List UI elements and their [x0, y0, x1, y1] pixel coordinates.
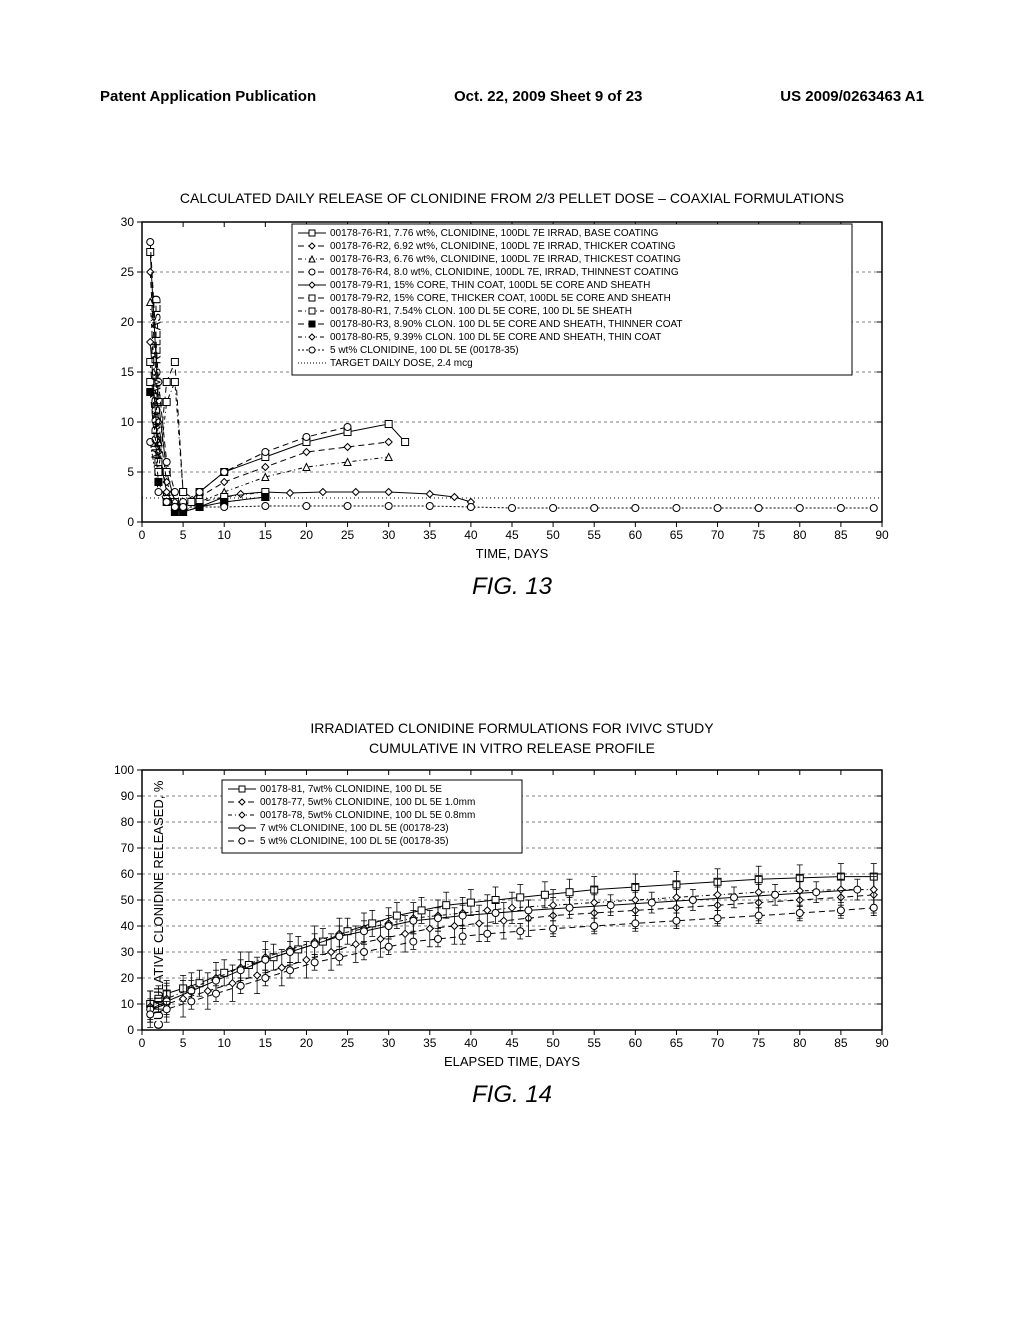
svg-text:55: 55: [588, 1036, 602, 1050]
svg-text:45: 45: [505, 1036, 519, 1050]
svg-text:0: 0: [127, 515, 134, 529]
header-right: US 2009/0263463 A1: [780, 88, 924, 105]
svg-text:00178-79-R2, 15% CORE, THICKER: 00178-79-R2, 15% CORE, THICKER COAT, 100…: [330, 293, 671, 304]
svg-text:80: 80: [121, 815, 135, 829]
svg-text:00178-80-R1, 7.54% CLON. 100 D: 00178-80-R1, 7.54% CLON. 100 DL 5E CORE,…: [330, 306, 632, 317]
svg-text:00178-76-R3, 6.76 wt%, CLONIDI: 00178-76-R3, 6.76 wt%, CLONIDINE, 100DL …: [330, 254, 681, 265]
svg-text:0: 0: [127, 1023, 134, 1037]
svg-text:70: 70: [711, 528, 725, 542]
svg-text:90: 90: [875, 528, 889, 542]
svg-text:20: 20: [300, 1036, 314, 1050]
svg-text:40: 40: [464, 1036, 478, 1050]
fig13-ylabel: MICROGRAMS RELEASED: [148, 295, 163, 459]
svg-text:85: 85: [834, 528, 848, 542]
svg-text:90: 90: [875, 1036, 889, 1050]
svg-text:60: 60: [629, 528, 643, 542]
svg-text:75: 75: [752, 528, 766, 542]
svg-text:0: 0: [139, 1036, 146, 1050]
svg-text:5: 5: [127, 465, 134, 479]
fig14-label: FIG. 14: [102, 1081, 922, 1109]
svg-text:15: 15: [259, 1036, 273, 1050]
svg-text:40: 40: [121, 919, 135, 933]
fig14-title: IRRADIATED CLONIDINE FORMULATIONS FOR IV…: [102, 720, 922, 736]
fig14-subtitle: CUMULATIVE IN VITRO RELEASE PROFILE: [102, 740, 922, 756]
header-center: Oct. 22, 2009 Sheet 9 of 23: [454, 88, 642, 105]
svg-text:30: 30: [121, 215, 135, 229]
svg-text:70: 70: [121, 841, 135, 855]
svg-text:55: 55: [588, 528, 602, 542]
svg-text:35: 35: [423, 1036, 437, 1050]
fig13-xlabel: TIME, DAYS: [102, 546, 922, 561]
svg-text:5: 5: [180, 528, 187, 542]
svg-text:20: 20: [121, 315, 135, 329]
svg-text:15: 15: [259, 528, 273, 542]
header-left: Patent Application Publication: [100, 88, 316, 105]
svg-text:90: 90: [121, 789, 135, 803]
svg-text:80: 80: [793, 1036, 807, 1050]
svg-text:35: 35: [423, 528, 437, 542]
svg-text:65: 65: [670, 1036, 684, 1050]
svg-text:70: 70: [711, 1036, 725, 1050]
fig13-chart-wrap: MICROGRAMS RELEASED 05101520253035404550…: [102, 212, 922, 542]
fig13-label: FIG. 13: [102, 573, 922, 601]
svg-text:25: 25: [341, 528, 355, 542]
svg-text:00178-76-R4, 8.0 wt%, CLONIDIN: 00178-76-R4, 8.0 wt%, CLONIDINE, 100DL 7…: [330, 267, 679, 278]
fig13-svg: 0 5 10 15 20 25 30 35 40 45 50 55 60 65 70 75 80 85 90 0 5 10…: [102, 212, 892, 542]
svg-text:30: 30: [382, 1036, 396, 1050]
svg-text:5 wt% CLONIDINE, 100 DL 5E (00: 5 wt% CLONIDINE, 100 DL 5E (00178-35): [260, 836, 449, 847]
svg-text:TARGET DAILY DOSE, 2.4 mcg: TARGET DAILY DOSE, 2.4 mcg: [330, 358, 473, 369]
svg-text:5 wt% CLONIDINE, 100 DL 5E (00: 5 wt% CLONIDINE, 100 DL 5E (00178-35): [330, 345, 519, 356]
svg-text:0: 0: [139, 528, 146, 542]
svg-text:10: 10: [121, 415, 135, 429]
svg-text:30: 30: [121, 945, 135, 959]
svg-text:60: 60: [121, 867, 135, 881]
svg-text:100: 100: [114, 763, 134, 777]
svg-text:40: 40: [464, 528, 478, 542]
svg-text:00178-76-R2, 6.92 wt%, CLONIDI: 00178-76-R2, 6.92 wt%, CLONIDINE, 100DL …: [330, 241, 676, 252]
svg-text:80: 80: [793, 528, 807, 542]
svg-text:50: 50: [546, 1036, 560, 1050]
svg-text:00178-79-R1, 15% CORE, THIN CO: 00178-79-R1, 15% CORE, THIN COAT, 100DL …: [330, 280, 650, 291]
svg-text:10: 10: [121, 997, 135, 1011]
fig13-title: CALCULATED DAILY RELEASE OF CLONIDINE FR…: [102, 190, 922, 206]
fig14-chart-wrap: CUMULATIVE CLONIDINE RELEASED, % 0 5 10 15 2…: [102, 760, 922, 1050]
svg-text:00178-76-R1, 7.76 wt%, CLONIDI: 00178-76-R1, 7.76 wt%, CLONIDINE, 100DL …: [330, 228, 659, 239]
svg-text:50: 50: [121, 893, 135, 907]
figure-13: CALCULATED DAILY RELEASE OF CLONIDINE FR…: [102, 190, 922, 601]
svg-text:00178-80-R5, 9.39% CLON. 100 D: 00178-80-R5, 9.39% CLON. 100 DL 5E CORE …: [330, 332, 661, 343]
svg-text:00178-80-R3, 8.90% CLON. 100 D: 00178-80-R3, 8.90% CLON. 100 DL 5E CORE …: [330, 319, 683, 330]
svg-text:25: 25: [341, 1036, 355, 1050]
svg-text:75: 75: [752, 1036, 766, 1050]
svg-text:25: 25: [121, 265, 135, 279]
figure-14: IRRADIATED CLONIDINE FORMULATIONS FOR IV…: [102, 720, 922, 1109]
svg-text:30: 30: [382, 528, 396, 542]
svg-text:65: 65: [670, 528, 684, 542]
svg-text:20: 20: [121, 971, 135, 985]
fig14-svg: 0 5 10 15 20 25 30 35 40 45 50 55 60 65 70 75 80 85 90 0 10 2…: [102, 760, 892, 1050]
svg-text:20: 20: [300, 528, 314, 542]
svg-text:7 wt% CLONIDINE, 100 DL 5E (00: 7 wt% CLONIDINE, 100 DL 5E (00178-23): [260, 823, 449, 834]
svg-text:15: 15: [121, 365, 135, 379]
svg-text:10: 10: [218, 528, 232, 542]
fig14-ylabel: CUMULATIVE CLONIDINE RELEASED, %: [151, 781, 166, 1030]
page-header: Patent Application Publication Oct. 22, …: [0, 88, 1024, 105]
svg-text:00178-81, 7wt% CLONIDINE, 100: 00178-81, 7wt% CLONIDINE, 100 DL 5E: [260, 784, 442, 795]
svg-text:10: 10: [218, 1036, 232, 1050]
svg-text:00178-77, 5wt% CLONIDINE, 100: 00178-77, 5wt% CLONIDINE, 100 DL 5E 1.0m…: [260, 797, 475, 808]
svg-text:50: 50: [546, 528, 560, 542]
svg-text:45: 45: [505, 528, 519, 542]
fig14-xlabel: ELAPSED TIME, DAYS: [102, 1054, 922, 1069]
svg-text:60: 60: [629, 1036, 643, 1050]
svg-text:5: 5: [180, 1036, 187, 1050]
svg-text:00178-78, 5wt% CLONIDINE, 100: 00178-78, 5wt% CLONIDINE, 100 DL 5E 0.8m…: [260, 810, 475, 821]
svg-text:85: 85: [834, 1036, 848, 1050]
